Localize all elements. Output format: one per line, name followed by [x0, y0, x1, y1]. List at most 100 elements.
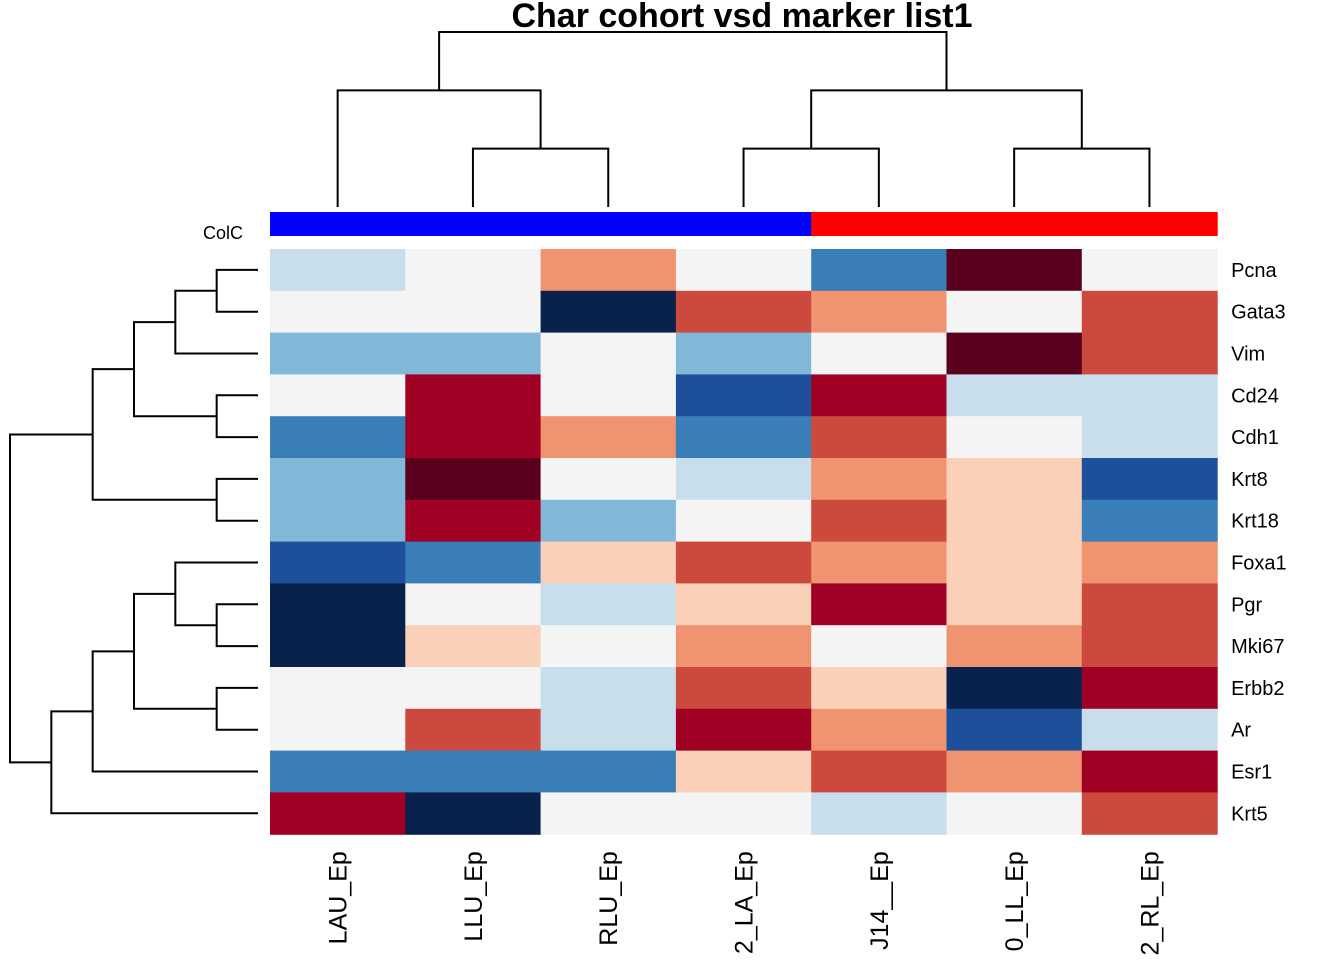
heatmap-cell [540, 249, 677, 292]
column-labels: LAU_Ep LLU_Ep RLU_Ep 2_LA_Ep J14__Ep 0_LL_Ep 2… [325, 851, 1165, 955]
heatmap-cell [811, 416, 948, 459]
column-label: RLU_Ep [595, 851, 623, 946]
heatmap-cell [540, 792, 677, 835]
heatmap-cell [675, 458, 812, 501]
heatmap-cell [540, 290, 677, 334]
row-dendrogram-link [215, 268, 258, 313]
heatmap-cell [1081, 583, 1218, 626]
heatmap-cell [540, 708, 677, 752]
heatmap-cell [811, 290, 948, 334]
column-label: 2_RL_Ep [1136, 851, 1164, 955]
heatmap-cell [405, 416, 542, 459]
column-label: LAU_Ep [325, 851, 353, 944]
heatmap-cell [270, 374, 406, 417]
column-dendrogram-link [438, 31, 948, 91]
heatmap-cell [675, 625, 812, 668]
heatmap-cell [675, 667, 812, 710]
heatmap-cell [405, 708, 542, 752]
heatmap-cell [946, 541, 1083, 584]
heatmap-cell [811, 374, 948, 417]
heatmap-cell [811, 499, 948, 543]
heatmap-cell [946, 290, 1083, 334]
heatmap-cell [405, 458, 542, 501]
column-label: LLU_Ep [460, 851, 488, 941]
heatmap-cell [946, 458, 1083, 501]
heatmap-cell [540, 458, 677, 501]
row-label: Cdh1 [1231, 427, 1279, 449]
row-label: Pgr [1231, 594, 1262, 616]
heatmap-cell [946, 249, 1083, 292]
heatmap-cell [1081, 499, 1218, 543]
heatmap-cell [270, 416, 406, 459]
heatmap-cell [811, 792, 948, 835]
heatmap-cell [270, 708, 406, 752]
heatmap-cell [270, 458, 406, 501]
heatmap-cell [1081, 290, 1218, 334]
heatmap-cell [405, 332, 542, 375]
heatmap-cell [811, 249, 948, 292]
row-dendrogram-link [50, 710, 258, 815]
column-dendrogram-link [1013, 147, 1151, 207]
heatmap-cell [811, 458, 948, 501]
column-dendrogram-link [742, 147, 880, 207]
annotation-cell [675, 212, 812, 236]
heatmap-cell [675, 249, 812, 292]
column-dendrogram-link [471, 147, 610, 207]
heatmap-cell [270, 249, 406, 292]
heatmap-cell [946, 792, 1083, 835]
heatmap-cell [675, 374, 812, 417]
column-annotation-bar [270, 212, 1218, 236]
heatmap-cell [1081, 667, 1218, 710]
column-dendrogram-link [810, 89, 1083, 149]
heatmap-cell [405, 374, 542, 417]
heatmap-cell [811, 332, 948, 375]
heatmap-cell [1081, 416, 1218, 459]
heatmap-cell [811, 667, 948, 710]
heatmap-cell [540, 541, 677, 584]
heatmap-cell [1081, 332, 1218, 375]
heatmap-cell [1081, 792, 1218, 835]
heatmap-cell [1081, 625, 1218, 668]
row-label: Krt8 [1231, 469, 1268, 491]
heatmap-cell [540, 583, 677, 626]
heatmap-cell [675, 708, 812, 752]
heatmap-cell [405, 583, 542, 626]
heatmap-cell [811, 750, 948, 793]
heatmap-cell [270, 583, 406, 626]
row-label: Gata3 [1231, 302, 1285, 324]
heatmap-cell [1081, 750, 1218, 793]
chart-title: Char cohort vsd marker list1 [511, 0, 972, 35]
row-label: Cd24 [1231, 385, 1279, 407]
row-labels: Pcna Gata3 Vim Cd24 Cdh1 Krt8 Krt18 Foxa1 Pgr Mki… [1231, 260, 1287, 825]
heatmap-cell [270, 625, 406, 668]
annotation-cell [946, 212, 1083, 236]
heatmap-cell [811, 708, 948, 752]
heatmap-cell [405, 290, 542, 334]
heatmap-cell [811, 625, 948, 668]
row-dendrogram-link [91, 368, 217, 501]
row-label: Krt18 [1231, 511, 1279, 533]
heatmap-cell [270, 667, 406, 710]
row-dendrogram-link [9, 433, 93, 764]
heatmap-cell [675, 332, 812, 375]
heatmap-cell [405, 541, 542, 584]
heatmap-cell [675, 290, 812, 334]
heatmap-cell [540, 499, 677, 543]
row-dendrogram-link [215, 603, 258, 648]
heatmap-cell [946, 667, 1083, 710]
heatmap-cell [675, 792, 812, 835]
heatmap-cell [946, 499, 1083, 543]
heatmap-cell [675, 750, 812, 793]
row-dendrogram [9, 268, 258, 815]
annotation-cell [540, 212, 677, 236]
column-dendrogram [336, 31, 1151, 207]
heatmap-cell [540, 416, 677, 459]
row-label: Foxa1 [1231, 553, 1287, 575]
heatmap-cell [1081, 541, 1218, 584]
heatmap-cell [405, 750, 542, 793]
annotation-cell [1081, 212, 1218, 236]
heatmap-cell [946, 625, 1083, 668]
heatmap-cell [1081, 374, 1218, 417]
heatmap-cell [270, 792, 406, 835]
